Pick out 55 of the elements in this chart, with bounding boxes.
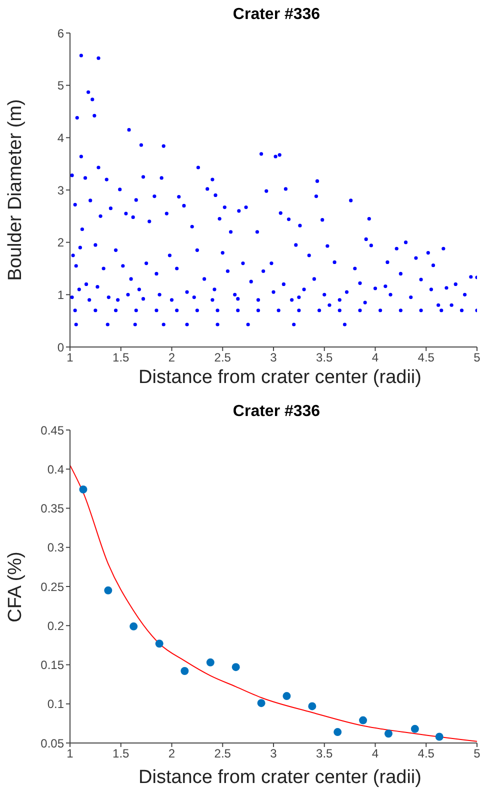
y-tick-label: 4 bbox=[57, 130, 64, 145]
y-tick-label: 6 bbox=[57, 26, 64, 40]
y-tick-label: 0.2 bbox=[47, 618, 64, 633]
chart-title: Crater #336 bbox=[232, 6, 322, 24]
point bbox=[308, 702, 316, 710]
y-tick-label: 5 bbox=[57, 78, 64, 93]
y-tick-label: 1 bbox=[57, 288, 64, 302]
y-tick-label: 2 bbox=[57, 236, 64, 250]
y-tick-label: 0.4 bbox=[47, 462, 64, 476]
x-tick-label: 4 bbox=[372, 746, 379, 761]
point bbox=[257, 699, 266, 708]
point bbox=[282, 692, 291, 700]
point bbox=[232, 663, 240, 672]
x-tick-label: 1.5 bbox=[112, 350, 130, 365]
x-tick-label: 2.5 bbox=[214, 746, 232, 761]
point bbox=[180, 667, 189, 676]
point bbox=[79, 485, 88, 494]
y-tick-label: 0.25 bbox=[40, 580, 64, 594]
y-axis-title: Boulder Diameter (m) bbox=[4, 99, 27, 281]
x-tick-label: 2 bbox=[168, 350, 176, 365]
y-tick-label: 3 bbox=[57, 183, 64, 198]
point bbox=[384, 730, 392, 738]
point bbox=[206, 658, 214, 666]
x-tick-label: 5 bbox=[474, 350, 481, 365]
y-tick-label: 0.1 bbox=[47, 697, 64, 712]
y-tick-label: 0 bbox=[57, 340, 64, 354]
point bbox=[359, 716, 368, 724]
x-tick-label: 1 bbox=[66, 746, 74, 761]
x-tick-label: 2 bbox=[168, 746, 176, 761]
y-tick-label: 0.15 bbox=[40, 658, 64, 672]
chart-title: Crater #336 bbox=[232, 403, 322, 421]
x-axis-title: Distance from crater center (radii) bbox=[138, 367, 422, 389]
point bbox=[130, 622, 138, 630]
y-tick-label: 0.3 bbox=[47, 540, 64, 555]
x-tick-label: 3 bbox=[270, 350, 278, 365]
y-axis-title: CFA (%) bbox=[4, 551, 27, 622]
x-tick-label: 5 bbox=[474, 746, 481, 761]
point bbox=[155, 640, 164, 648]
y-tick-label: 0.35 bbox=[40, 502, 64, 516]
x-axis-title: Distance from crater center (radii) bbox=[138, 767, 422, 789]
x-tick-label: 4.5 bbox=[418, 746, 435, 761]
point bbox=[435, 732, 444, 741]
x-tick-label: 3.5 bbox=[316, 746, 334, 761]
point bbox=[410, 724, 419, 733]
x-tick-label: 1.5 bbox=[112, 746, 130, 761]
x-tick-label: 4.5 bbox=[418, 350, 435, 365]
x-tick-label: 3 bbox=[270, 746, 278, 761]
y-tick-label: 0.05 bbox=[40, 736, 64, 750]
y-tick-label: 0.45 bbox=[40, 423, 64, 438]
x-tick-label: 3.5 bbox=[316, 350, 334, 365]
point bbox=[104, 586, 112, 594]
x-tick-label: 1 bbox=[66, 350, 74, 365]
x-tick-label: 4 bbox=[372, 350, 379, 365]
x-tick-label: 2.5 bbox=[214, 350, 232, 365]
point bbox=[334, 728, 342, 736]
